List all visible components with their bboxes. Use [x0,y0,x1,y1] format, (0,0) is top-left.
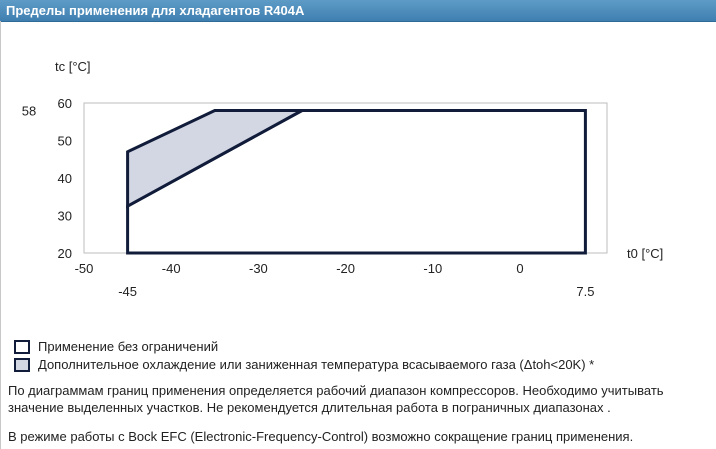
x-tick-label-4: -10 [423,261,442,276]
legend-swatch-white [14,340,30,354]
legend-label-unrestricted: Применение без ограничений [38,339,219,354]
legend-label-additional-cooling: Дополнительное охлаждение или заниженная… [38,357,595,372]
x-axis-title: t0 [°C] [627,246,663,261]
legend-swatch-shaded [14,358,30,372]
panel-title: Пределы применения для хладагентов R404A [6,3,305,18]
note-line-3: В режиме работы с Bock EFC (Electronic-F… [8,429,634,444]
x-tick-label-1: -40 [162,261,181,276]
y-tick-label-3: 50 [58,134,72,149]
x-tick-label-2: -30 [249,261,268,276]
note-line-1: По диаграммам границ применения определя… [8,383,664,398]
x-tick-label-0: -50 [75,261,94,276]
series-area-1 [126,109,303,209]
y-tick-label-2: 40 [58,171,72,186]
y-limit-mark-0: 58 [22,104,36,119]
y-axis-title: tc [°C] [55,59,91,74]
x-limit-mark-1: 7.5 [576,284,594,299]
x-tick-label-5: 0 [516,261,523,276]
y-tick-label-1: 30 [58,209,72,224]
panel-left-border [0,21,1,449]
x-tick-label-3: -20 [336,261,355,276]
x-limit-mark-0: -45 [118,284,137,299]
series-area-0 [126,109,587,255]
refrigerant-limits-chart: tc [°C] t0 [°C] 20 30 40 50 60 -50 -40 -30 -20 -10 0… [22,59,664,299]
y-tick-label-4: 60 [58,96,72,111]
panel-header: Пределы применения для хладагентов R404A [0,0,716,22]
note-line-2: значение выделенных участков. Не рекомен… [8,400,611,415]
y-tick-label-0: 20 [58,246,72,261]
